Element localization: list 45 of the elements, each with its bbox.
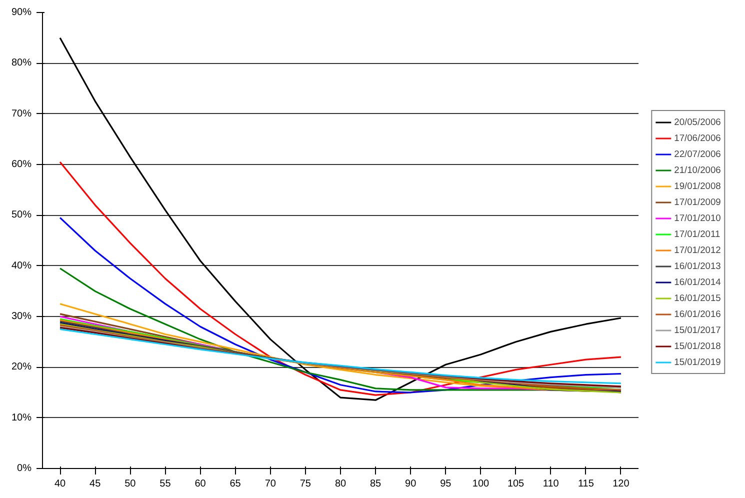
legend-label: 20/05/2006 — [674, 116, 721, 129]
x-tick-label: 95 — [440, 478, 452, 490]
x-tick-label: 105 — [507, 478, 525, 490]
y-tick-label: 80% — [11, 58, 32, 69]
x-tick-label: 40 — [54, 478, 66, 490]
legend-label: 16/01/2016 — [674, 308, 721, 321]
legend-label: 16/01/2015 — [674, 292, 721, 305]
legend-label: 17/01/2012 — [674, 244, 721, 257]
x-tick-label: 65 — [230, 478, 242, 490]
legend-label: 16/01/2013 — [674, 260, 721, 273]
legend-label: 22/07/2006 — [674, 148, 721, 161]
x-tick-label: 115 — [578, 478, 594, 490]
y-tick-label: 30% — [11, 311, 32, 322]
y-tick-label: 10% — [11, 412, 32, 424]
y-tick-label: 50% — [11, 210, 32, 221]
legend-label: 17/01/2009 — [674, 196, 721, 209]
line-series — [59, 216, 622, 394]
y-tick-label: 60% — [11, 159, 32, 170]
y-tick-label: 20% — [11, 362, 32, 373]
x-tick-label: 110 — [542, 478, 560, 490]
x-tick-label: 80 — [334, 478, 346, 490]
x-tick-label: 55 — [160, 478, 172, 490]
y-tick-label: 70% — [11, 108, 32, 120]
x-tick-label: 45 — [90, 478, 102, 490]
legend-label: 17/01/2010 — [674, 212, 721, 225]
y-tick-label: 0% — [17, 463, 32, 474]
x-tick-label: 60 — [194, 478, 206, 490]
x-tick-label: 85 — [370, 478, 382, 490]
line-series — [59, 161, 622, 396]
x-tick-label: 100 — [472, 478, 490, 490]
legend-label: 21/10/2006 — [674, 164, 721, 177]
x-tick-label: 70 — [264, 478, 276, 490]
legend-label: 16/01/2014 — [674, 276, 721, 289]
x-tick-label: 75 — [300, 478, 312, 490]
x-tick-label: 50 — [124, 478, 136, 490]
y-tick-label: 90% — [11, 7, 32, 18]
y-tick-label: 40% — [11, 260, 32, 272]
legend-label: 15/01/2019 — [674, 356, 721, 369]
legend-label: 17/06/2006 — [674, 132, 721, 145]
legend-label: 15/01/2018 — [674, 340, 721, 353]
x-tick-label: 120 — [612, 478, 630, 490]
legend-label: 15/01/2017 — [674, 324, 721, 337]
legend-label: 19/01/2008 — [674, 180, 721, 193]
x-tick-label: 90 — [405, 478, 417, 490]
legend-label: 17/01/2011 — [674, 228, 720, 241]
